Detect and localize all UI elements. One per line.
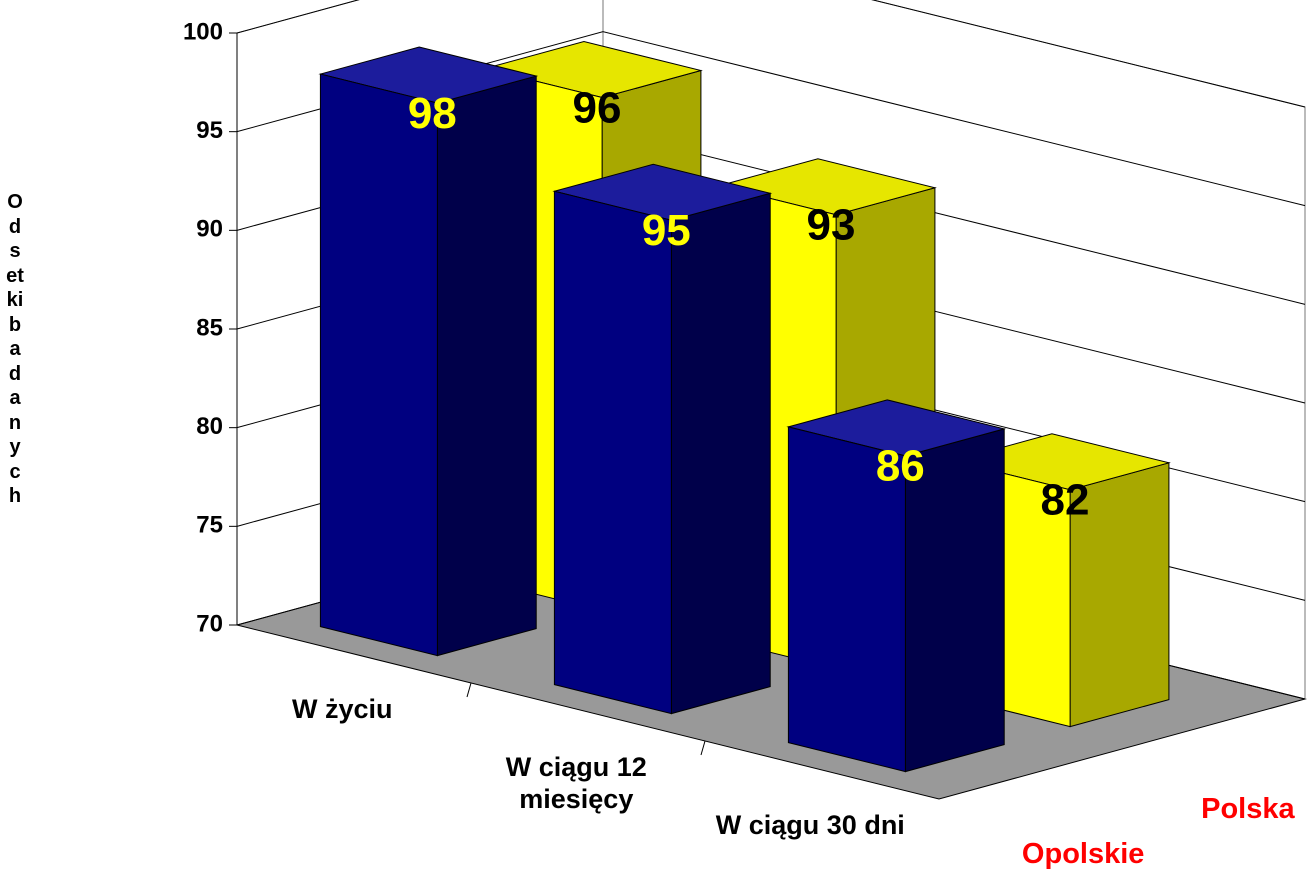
grid-line [236,0,1306,108]
y-tick-label: 100 [183,18,223,45]
category-tick [700,740,706,756]
bar-front [553,190,672,715]
data-label: 98 [408,89,457,138]
y-tick-label: 90 [196,216,223,243]
data-label: 82 [1041,476,1090,525]
y-tick-label: 85 [196,314,223,341]
bar-front [319,73,438,657]
bar-side [670,192,771,715]
data-label: 86 [876,442,925,491]
data-label: 93 [807,201,856,250]
y-tick-label: 80 [196,413,223,440]
data-label: 96 [573,83,622,132]
y-axis-label: Odsetki badanych [6,191,29,507]
data-label: 95 [642,206,691,255]
y-tick-label: 75 [196,512,223,539]
bar-front [787,426,906,773]
bar-side [436,75,537,657]
y-tick-label: 70 [196,610,223,637]
category-tick [466,682,472,698]
legend-label: Polska [1201,793,1295,825]
x-tick-label: W ciągu 30 dni [715,810,905,841]
x-tick-label: W życiu [292,694,393,725]
x-tick-label: W ciągu 12 miesięcy [505,752,647,815]
y-tick-label: 95 [196,117,223,144]
legend-label: Opolskie [1021,838,1145,870]
